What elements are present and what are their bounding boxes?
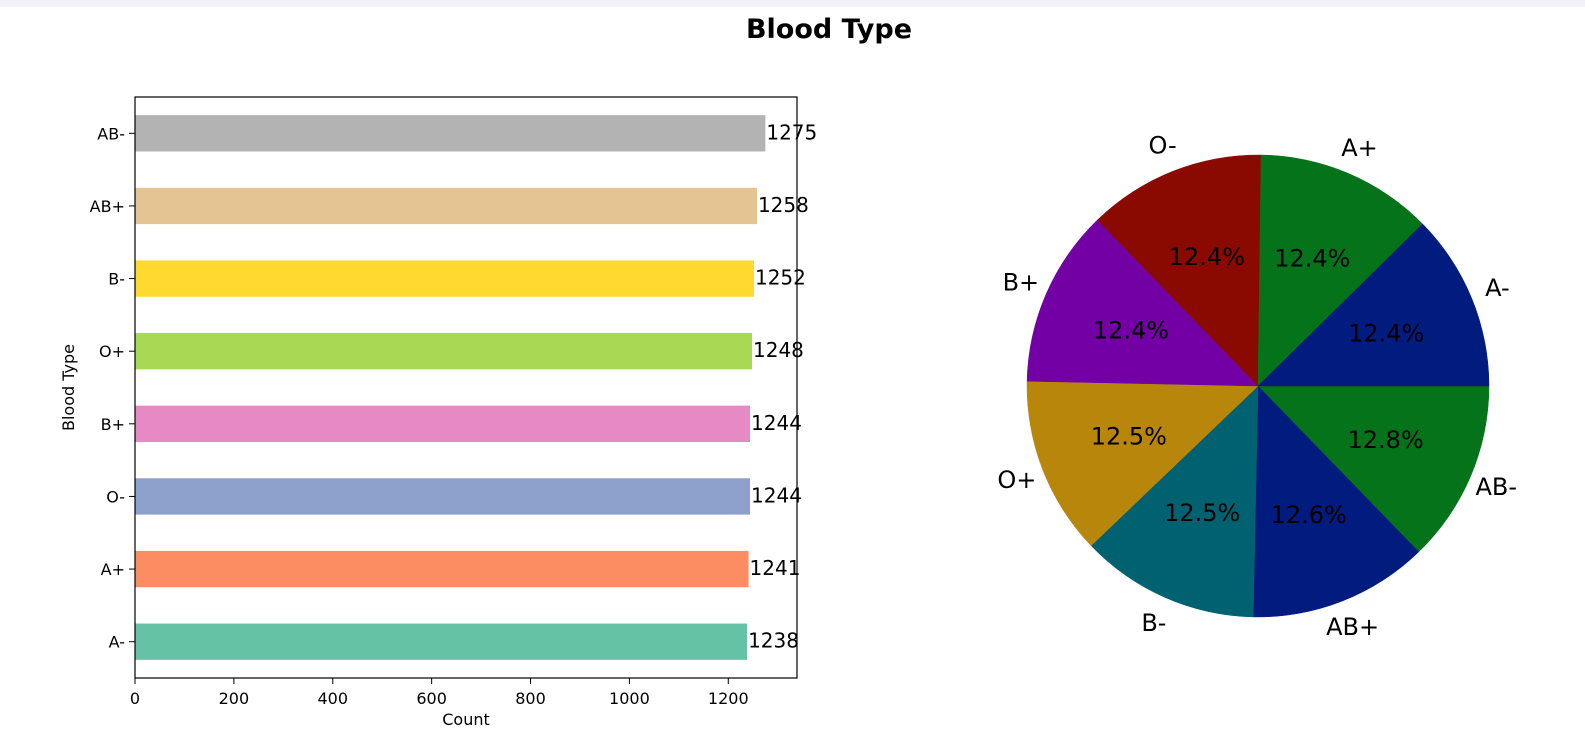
- bar-AB+: [135, 187, 757, 225]
- pie-label: O+: [997, 466, 1036, 494]
- bar-chart: A- 1238 A+ 1241 O- 1244 B+ 1244 O+ 1248 B- 1252 AB+ 1…: [59, 96, 817, 729]
- pie-label: A-: [1485, 274, 1510, 302]
- y-tick-label: AB-: [97, 124, 125, 143]
- bar-AB-: [135, 115, 766, 152]
- y-axis-label: Blood Type: [59, 344, 78, 431]
- bar-A-: [135, 623, 748, 660]
- y-tick-label: O-: [106, 487, 125, 506]
- x-tick-label: 800: [515, 689, 546, 708]
- y-tick-label: O+: [99, 342, 125, 361]
- pie-percent-label: 12.4%: [1093, 317, 1169, 345]
- pie-slice-AB+: [1252, 385, 1420, 618]
- y-tick-label: A+: [101, 560, 125, 579]
- pie-slice-O+: [1026, 380, 1259, 547]
- bar-data-label: 1241: [750, 556, 801, 580]
- pie-percent-label: 12.4%: [1274, 245, 1350, 273]
- pie-label: O-: [1148, 132, 1176, 160]
- bar-B+: [135, 405, 751, 442]
- top-strip: [0, 0, 1585, 7]
- pie-label: B-: [1141, 609, 1166, 637]
- y-tick-label: A-: [109, 633, 125, 652]
- pie-percent-label: 12.6%: [1271, 501, 1347, 529]
- x-tick-label: 1200: [708, 689, 749, 708]
- pie-slice-B-: [1090, 385, 1259, 618]
- x-tick-label: 200: [219, 689, 250, 708]
- bar-data-label: 1248: [753, 338, 804, 362]
- bar-plot-frame: [134, 96, 798, 679]
- pie-percent-label: 12.5%: [1091, 422, 1167, 450]
- bar-data-label: 1244: [751, 411, 802, 435]
- bar-data-label: 1244: [751, 483, 802, 507]
- bar-data-label: 1258: [758, 193, 809, 217]
- pie-percent-label: 12.8%: [1348, 426, 1424, 454]
- pie-slice-A-: [1257, 223, 1490, 387]
- bar-O+: [135, 333, 753, 370]
- pie-slice-B+: [1026, 219, 1259, 387]
- y-tick-label: AB+: [90, 197, 125, 216]
- pie-percent-label: 12.5%: [1164, 499, 1240, 527]
- x-tick-label: 600: [416, 689, 447, 708]
- y-tick-label: B+: [101, 415, 125, 434]
- bar-data-label: 1252: [755, 266, 806, 290]
- pie-chart: AB- 12.8% AB+ 12.6% B- 12.5% O+ 12.5% B+ 12.4% O- 1…: [997, 132, 1517, 641]
- pie-slice-A+: [1257, 154, 1423, 387]
- bar-B-: [135, 260, 754, 297]
- x-axis-label: Count: [442, 710, 490, 729]
- y-tick-label: B-: [108, 270, 125, 289]
- pie-slice-O-: [1097, 154, 1262, 387]
- figure-title: Blood Type: [745, 14, 913, 45]
- bar-data-label: 1238: [748, 629, 799, 653]
- x-tick-label: 400: [317, 689, 348, 708]
- pie-percent-label: 12.4%: [1169, 243, 1245, 271]
- pie-label: AB+: [1326, 613, 1379, 641]
- bar-O-: [135, 478, 751, 515]
- pie-percent-label: 12.4%: [1348, 319, 1424, 347]
- pie-label: B+: [1003, 269, 1040, 297]
- x-tick-label: 0: [130, 689, 140, 708]
- pie-label: A+: [1341, 134, 1378, 162]
- bar-data-label: 1275: [766, 120, 817, 144]
- bar-A+: [135, 550, 749, 588]
- pie-slice-AB-: [1257, 385, 1490, 553]
- x-tick-label: 1000: [609, 689, 650, 708]
- pie-label: AB-: [1475, 473, 1517, 501]
